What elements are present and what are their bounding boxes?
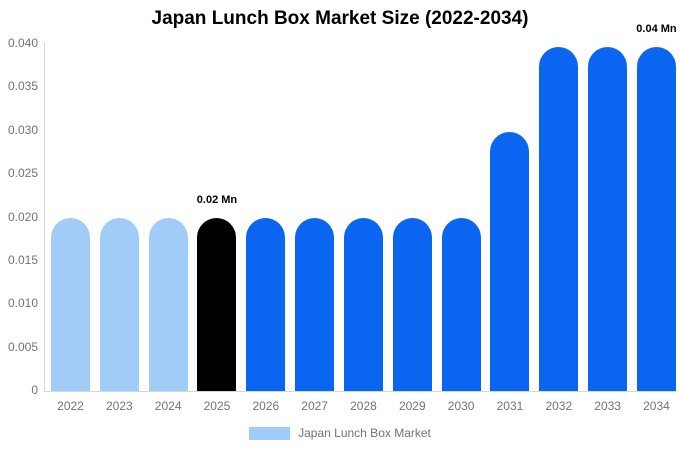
x-tick-2030: 2030 xyxy=(447,399,475,413)
x-tick-2023: 2023 xyxy=(105,399,133,413)
bar-2032[interactable] xyxy=(539,46,579,391)
y-tick-0.040: 0.040 xyxy=(7,36,38,50)
bar-2028[interactable] xyxy=(343,218,383,391)
annotation-2025: 0.02 Mn xyxy=(196,194,238,207)
x-tick-2022: 2022 xyxy=(57,399,84,413)
bar-2031[interactable] xyxy=(490,132,530,391)
y-tick-0.020: 0.020 xyxy=(7,209,38,224)
x-tick-2029: 2029 xyxy=(398,399,426,413)
legend-swatch xyxy=(249,426,291,440)
bar-2034[interactable] xyxy=(636,46,676,391)
x-tick-2032: 2032 xyxy=(545,399,573,413)
bar-2026[interactable] xyxy=(246,218,286,391)
legend[interactable]: Japan Lunch Box Market xyxy=(0,426,680,440)
y-tick-0.005: 0.005 xyxy=(7,339,38,354)
bar-2023[interactable] xyxy=(99,218,139,391)
x-tick-2026: 2026 xyxy=(252,399,280,413)
y-axis-line xyxy=(44,43,45,391)
bar-2030[interactable] xyxy=(441,218,481,391)
y-tick-0: 0 xyxy=(31,383,38,397)
annotation-2034: 0.04 Mn xyxy=(636,22,677,35)
x-tick-2024: 2024 xyxy=(154,399,182,413)
bar-2022[interactable] xyxy=(51,218,90,391)
y-tick-0.015: 0.015 xyxy=(7,252,38,267)
y-tick-0.025: 0.025 xyxy=(7,166,38,181)
y-tick-0.030: 0.030 xyxy=(7,122,38,137)
y-tick-0.010: 0.010 xyxy=(7,296,38,311)
bar-2024[interactable] xyxy=(148,218,188,391)
x-tick-2034: 2034 xyxy=(643,399,670,413)
x-tick-2031: 2031 xyxy=(496,399,524,413)
legend-label: Japan Lunch Box Market xyxy=(298,426,431,440)
bar-2029[interactable] xyxy=(392,218,432,391)
bar-2027[interactable] xyxy=(295,218,335,391)
y-tick-0.035: 0.035 xyxy=(7,79,38,94)
x-tick-2027: 2027 xyxy=(301,399,328,413)
chart-title: Japan Lunch Box Market Size (2022-2034) xyxy=(151,8,529,29)
x-tick-2033: 2033 xyxy=(594,399,621,413)
bar-2025[interactable] xyxy=(197,218,237,391)
x-axis-line xyxy=(44,391,677,392)
x-tick-2028: 2028 xyxy=(350,399,377,413)
x-tick-2025: 2025 xyxy=(203,399,231,413)
bar-2033[interactable] xyxy=(588,46,628,391)
